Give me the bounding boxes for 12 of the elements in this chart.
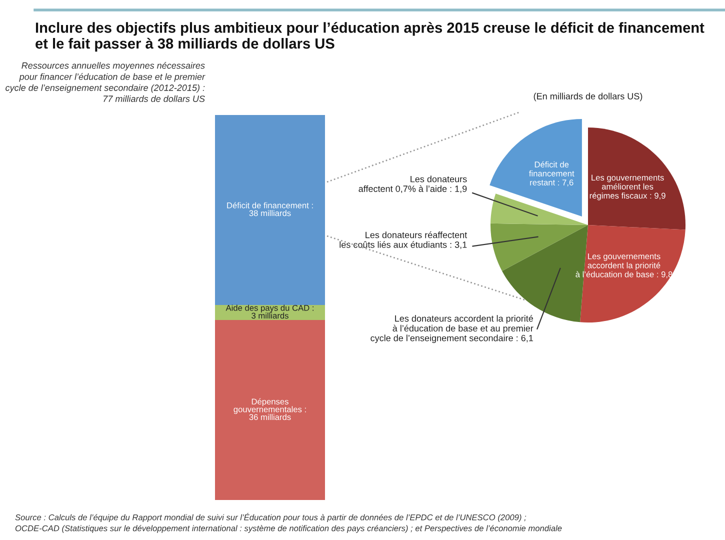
data-label: Aide des pays du CAD : 3 milliards — [226, 304, 314, 319]
slice-label: Déficit de financement restant : 7,6 — [529, 161, 574, 186]
chart-title: (En milliards de dollars US) — [534, 92, 642, 102]
slice-label: Les donateurs réaffectent les coûts liés aux étudiants : 3,1 — [340, 231, 468, 249]
data-label: Déficit de financement : 38 milliards — [227, 202, 313, 216]
slice-label: Les donateurs accordent la priorité à l’éducation de base et au premier cycle de l’enseignement secondaire : 6,1 — [370, 314, 534, 344]
source-note: Source : Calculs de l’équipe du Rapport mondial de suivi sur l’Éducation pour tous à partir de données de l’EPDC et de l’UNESCO (2009) ; OCDE-CAD (Statistiques sur le développement international : système de notification des pays créanciers) ; et Perspectives de l’économie mondiale — [15, 513, 562, 533]
slice-label: Les gouvernements améliorent les régimes fiscaux : 9,9 — [590, 174, 666, 200]
slice-label: Les donateurs affectent 0,7% à l’aide : 1,9 — [358, 176, 467, 194]
data-label: Dépenses gouvernementales : 36 milliards — [234, 398, 306, 420]
text: Ressources annuelles moyennes nécessaires pour financer l’éducation de base et le premier cycle de l’enseignement secondaire (2012-2015) : 77 milliards de dollars US — [6, 62, 206, 102]
text: Inclure des objectifs plus ambitieux pour l’éducation après 2015 creuse le déficit de financement et le fait passer à 38 milliards de dollars US — [36, 22, 704, 52]
